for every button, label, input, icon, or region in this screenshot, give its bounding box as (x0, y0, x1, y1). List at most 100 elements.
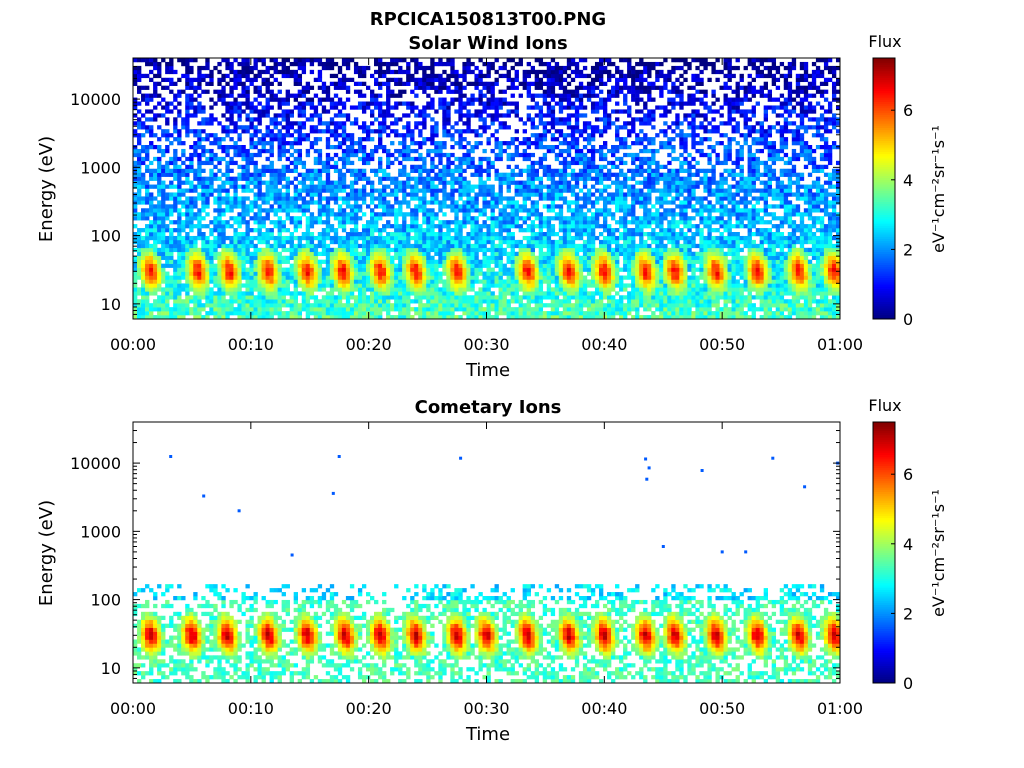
spectrogram-cell (550, 168, 556, 173)
spectrogram-cell (193, 204, 198, 209)
spectrogram-cell (313, 283, 319, 288)
spectrogram-cell (398, 287, 403, 292)
spectrogram-cell (406, 259, 411, 264)
spectrogram-cell (446, 129, 451, 134)
spectrogram-cell (357, 81, 363, 86)
spectrogram-cell (502, 121, 507, 126)
spectrogram-cell (145, 148, 150, 154)
spectrogram-cell (357, 196, 363, 201)
spectrogram-cell (410, 216, 415, 221)
spectrogram-cell (538, 77, 544, 83)
spectrogram-cell (205, 61, 210, 67)
spectrogram-cell (498, 105, 503, 110)
spectrogram-cell (522, 235, 527, 241)
spectrogram-cell (325, 176, 331, 181)
spectrogram-cell (538, 243, 544, 249)
spectrogram-cell (269, 287, 274, 292)
spectrogram-cell (181, 283, 186, 288)
spectrogram-cell (177, 188, 182, 193)
spectrogram-cell (333, 133, 339, 138)
spectrogram-cell (365, 176, 371, 181)
spectrogram-cell (201, 152, 206, 158)
spectrogram-cell (386, 192, 391, 197)
spectrogram-cell (345, 311, 351, 316)
spectrogram-cell (542, 133, 548, 138)
spectrogram-cell (470, 204, 475, 209)
spectrogram-cell (169, 69, 174, 75)
spectrogram-cell (482, 129, 487, 134)
spectrogram-cell (209, 113, 214, 118)
spectrogram-cell (213, 228, 218, 233)
spectrogram-cell (550, 192, 556, 197)
spectrogram-cell (265, 267, 270, 272)
spectrogram-cell (446, 172, 451, 177)
spectrogram-cell (281, 164, 286, 170)
spectrogram-cell (209, 176, 214, 181)
spectrogram-cell (482, 212, 487, 217)
spectrogram-cell (221, 212, 226, 217)
spectrogram-cell (205, 160, 210, 166)
spectrogram-cell (265, 311, 270, 316)
spectrogram-cell (317, 315, 323, 320)
spectrogram-cell (434, 263, 439, 268)
spectrogram-cell (245, 267, 250, 272)
spectrogram-cell (309, 200, 315, 205)
spectrogram-cell (341, 137, 347, 142)
spectrogram-cell (281, 200, 286, 205)
spectrogram-cell (478, 267, 483, 272)
spectrogram-cell (438, 291, 443, 296)
spectrogram-cell (478, 77, 483, 83)
spectrogram-cell (277, 196, 282, 201)
spectrogram-cell (269, 291, 274, 296)
spectrogram-cell (333, 295, 339, 300)
spectrogram-cell (474, 239, 479, 245)
spectrogram-cell (169, 168, 174, 173)
spectrogram-cell (189, 311, 194, 316)
spectrogram-cell (189, 160, 194, 166)
spectrogram-cell (418, 77, 423, 83)
spectrogram-cell (141, 279, 146, 284)
spectrogram-cell (498, 180, 503, 185)
spectrogram-cell (297, 216, 303, 221)
spectrogram-cell (153, 156, 158, 162)
spectrogram-cell (442, 188, 447, 193)
spectrogram-cell (345, 200, 351, 205)
spectrogram-cell (265, 184, 270, 189)
spectrogram-cell (353, 141, 359, 146)
spectrogram-cell (265, 283, 270, 288)
spectrogram-cell (153, 85, 158, 90)
spectrogram-cell (261, 77, 266, 83)
spectrogram-cell (161, 216, 166, 221)
spectrogram-cell (233, 196, 238, 201)
spectrogram-cell (309, 97, 315, 102)
spectrogram-cell (510, 275, 515, 280)
spectrogram-cell (309, 291, 315, 296)
spectrogram-cell (370, 311, 375, 316)
spectrogram-cell (325, 247, 331, 253)
spectrogram-cell (486, 271, 491, 276)
spectrogram-cell (374, 101, 379, 106)
spectrogram-cell (378, 109, 383, 114)
spectrogram-cell (157, 145, 162, 150)
spectrogram-cell (245, 247, 250, 253)
spectrogram-cell (446, 196, 451, 201)
spectrogram-cell (442, 235, 447, 241)
spectrogram-cell (534, 295, 540, 300)
spectrogram-cell (546, 263, 552, 268)
spectrogram-cell (205, 255, 210, 260)
spectrogram-cell (418, 279, 423, 284)
spectrogram-cell (317, 259, 323, 264)
spectrogram-cell (253, 145, 258, 150)
spectrogram-cell (265, 180, 270, 185)
spectrogram-cell (382, 168, 387, 173)
spectrogram-cell (261, 279, 266, 284)
spectrogram-cell (486, 172, 491, 177)
spectrogram-cell (333, 235, 339, 241)
spectrogram-cell (297, 315, 303, 320)
spectrogram-cell (434, 311, 439, 316)
spectrogram-cell (378, 232, 383, 237)
spectrogram-cell (514, 105, 519, 110)
spectrogram-cell (361, 176, 367, 181)
spectrogram-cell (446, 279, 451, 284)
